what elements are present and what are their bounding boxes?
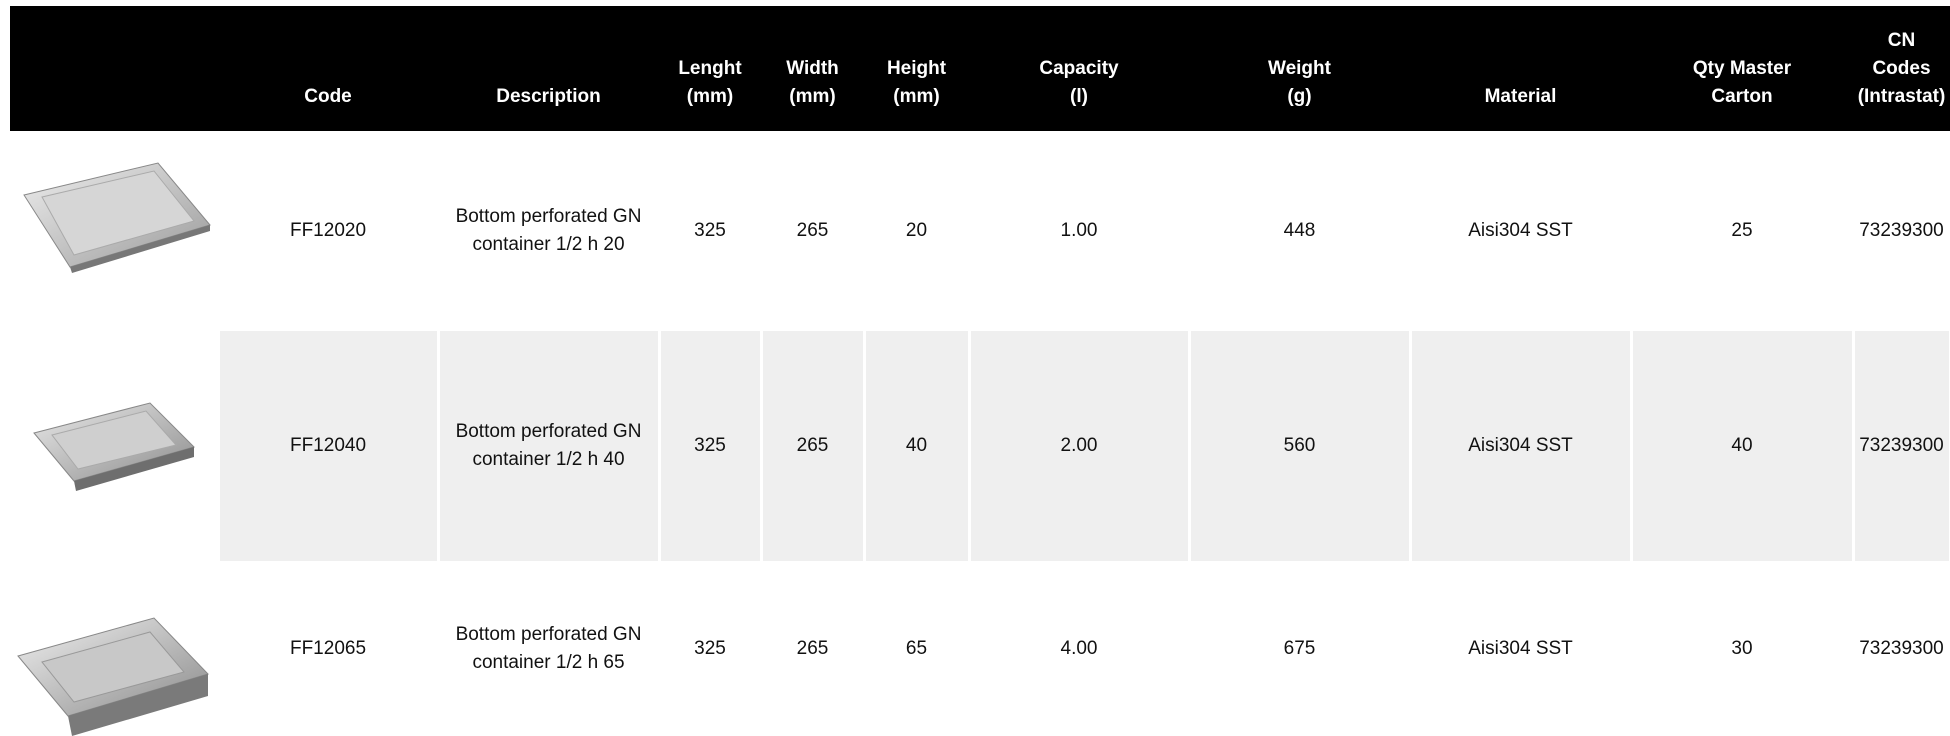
cell-line: Bottom perforated GN	[456, 203, 642, 231]
table-cell: FF12065	[218, 561, 438, 736]
table-cell: 675	[1189, 561, 1410, 736]
table-cell: 65	[864, 561, 969, 736]
cell-line: container 1/2 h 20	[472, 231, 624, 259]
table-cell: Aisi304 SST	[1412, 331, 1630, 561]
cell-line: (g)	[1287, 83, 1311, 111]
product-table-page: CodeDescriptionLenght(mm)Width(mm)Height…	[0, 0, 1950, 736]
table-cell: 30	[1631, 561, 1853, 736]
table-cell: 325	[659, 131, 761, 330]
cell-line: Carton	[1711, 83, 1772, 111]
table-cell: 73239300	[1853, 131, 1950, 330]
cell-line: (mm)	[789, 83, 835, 111]
table-cell: 2.00	[971, 331, 1188, 561]
table-cell: 40	[866, 331, 968, 561]
table-cell: 1.00	[969, 131, 1189, 330]
table-cell: Aisi304 SST	[1410, 131, 1631, 330]
product-image	[30, 395, 200, 495]
cell-line: Height	[887, 55, 946, 83]
table-cell: 265	[763, 331, 863, 561]
cell-line: CN	[1888, 27, 1915, 55]
table-cell: 448	[1189, 131, 1410, 330]
cell-line: Bottom perforated GN	[456, 418, 642, 446]
cell-line: container 1/2 h 40	[472, 446, 624, 474]
cell-line: Qty Master	[1693, 55, 1791, 83]
table-cell: 40	[1633, 331, 1852, 561]
cell-line: (Intrastat)	[1858, 83, 1946, 111]
cell-line: Codes	[1872, 55, 1930, 83]
cell-line: (l)	[1070, 83, 1088, 111]
table-cell: 20	[864, 131, 969, 330]
header-cell: Width(mm)	[761, 6, 864, 131]
header-cell: Description	[438, 6, 659, 131]
table-cell: FF12020	[218, 131, 438, 330]
table-cell: 73239300	[1853, 561, 1950, 736]
table-cell: FF12040	[220, 331, 437, 561]
cell-line: Bottom perforated GN	[456, 621, 642, 649]
header-cell: Height(mm)	[864, 6, 969, 131]
cell-line: Code	[304, 83, 352, 111]
table-cell: 25	[1631, 131, 1853, 330]
header-cell: Capacity(l)	[969, 6, 1189, 131]
product-image	[18, 155, 214, 273]
header-cell: Material	[1410, 6, 1631, 131]
header-cell: Code	[218, 6, 438, 131]
table-cell: 325	[661, 331, 760, 561]
product-image	[14, 612, 212, 736]
cell-line: Weight	[1268, 55, 1331, 83]
table-cell: 265	[761, 131, 864, 330]
cell-line: Material	[1485, 83, 1557, 111]
cell-line: (mm)	[687, 83, 733, 111]
table-cell: 73239300	[1855, 331, 1949, 561]
cell-line: Width	[786, 55, 839, 83]
cell-line: Capacity	[1039, 55, 1118, 83]
header-cell: Weight(g)	[1189, 6, 1410, 131]
table-cell: Aisi304 SST	[1410, 561, 1631, 736]
cell-line: Description	[496, 83, 601, 111]
table-cell: 265	[761, 561, 864, 736]
table-cell: 4.00	[969, 561, 1189, 736]
header-cell: Lenght(mm)	[659, 6, 761, 131]
table-cell: 325	[659, 561, 761, 736]
cell-line: (mm)	[893, 83, 939, 111]
cell-line: container 1/2 h 65	[472, 649, 624, 677]
cell-line: Lenght	[678, 55, 741, 83]
table-cell: 560	[1191, 331, 1409, 561]
